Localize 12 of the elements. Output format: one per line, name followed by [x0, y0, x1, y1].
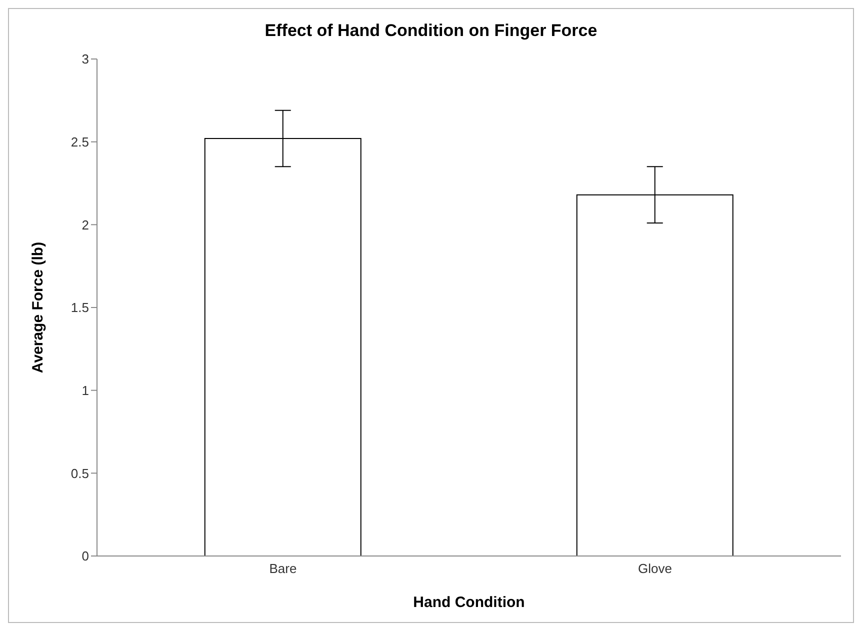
y-axis-title: Average Force (lb): [29, 242, 46, 374]
chart-title: Effect of Hand Condition on Finger Force: [264, 21, 598, 42]
x-tick-label: Bare: [269, 561, 297, 576]
y-tick-label: 0: [82, 548, 89, 564]
y-tick-label: 2: [82, 217, 89, 232]
y-tick-label: 3: [82, 52, 89, 67]
x-axis-title: Hand Condition: [413, 594, 525, 611]
y-tick-label: 0.5: [70, 466, 89, 481]
x-tick-label: Glove: [638, 561, 672, 576]
y-tick-label: 1: [82, 382, 89, 398]
y-tick-label: 1.5: [70, 300, 89, 316]
y-tick-label: 2.5: [70, 134, 89, 150]
